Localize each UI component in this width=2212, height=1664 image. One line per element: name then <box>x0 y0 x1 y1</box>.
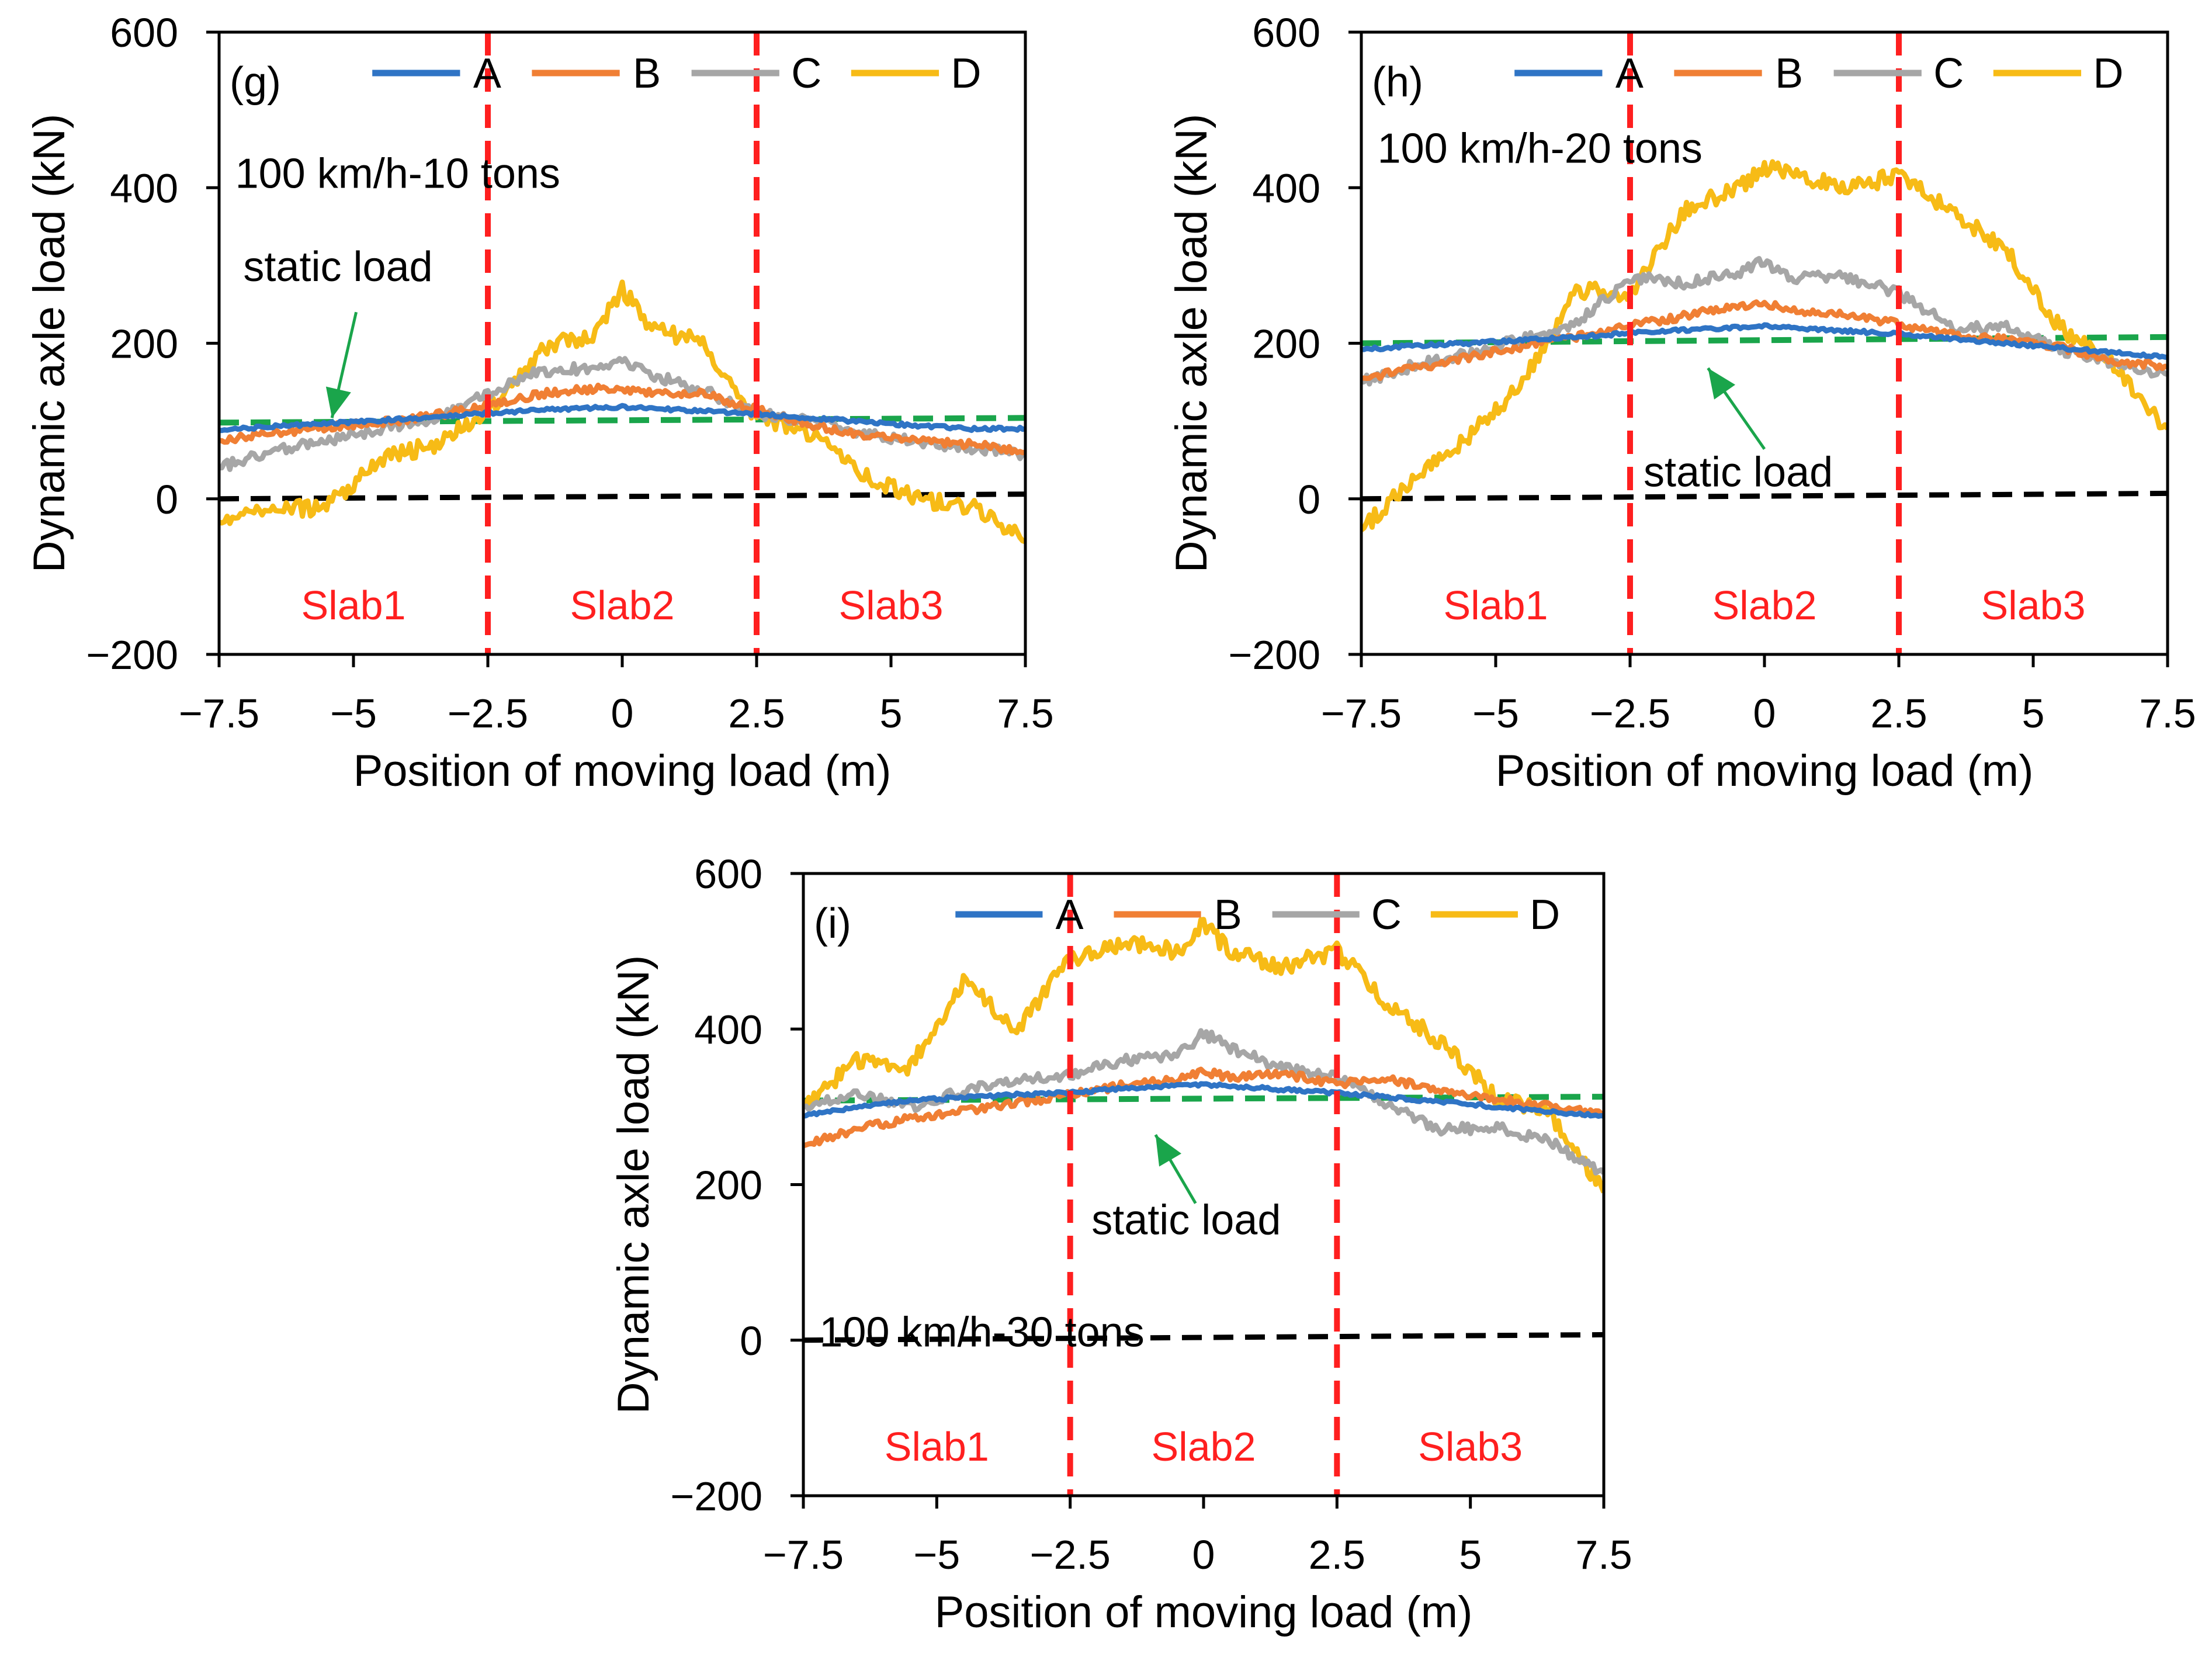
y-tick-label: 600 <box>694 851 762 897</box>
series-line-C <box>1361 256 2168 387</box>
zero-reference-line <box>219 491 1026 502</box>
y-axis-title: Dynamic axle load (kN) <box>609 955 658 1415</box>
y-tick-label: 0 <box>740 1318 762 1364</box>
slab-label-3: Slab3 <box>1418 1424 1523 1469</box>
y-tick-label: 200 <box>694 1163 762 1208</box>
series-line-B <box>219 382 1025 456</box>
legend-label-B: B <box>1214 892 1242 938</box>
static-load-arrowhead <box>325 386 351 418</box>
zero-reference-line <box>803 1332 1604 1343</box>
x-tick-label: 0 <box>1192 1532 1215 1578</box>
y-tick-label: 200 <box>1252 321 1320 367</box>
static-load-arrowhead <box>1708 368 1736 400</box>
slab-label-1: Slab1 <box>301 583 405 628</box>
x-axis-title: Position of moving load (m) <box>935 1587 1473 1637</box>
x-tick-label: −7.5 <box>763 1532 844 1578</box>
x-tick-label: 7.5 <box>2139 691 2196 736</box>
y-tick-label: 400 <box>110 165 178 211</box>
x-tick-label: −5 <box>913 1532 960 1578</box>
y-tick-label: 600 <box>1252 10 1320 56</box>
legend-label-A: A <box>1056 892 1084 938</box>
legend-label-D: D <box>1530 892 1560 938</box>
series-line-D <box>803 917 1604 1194</box>
series-line-B <box>803 1066 1604 1149</box>
x-tick-label: −2.5 <box>1590 691 1670 736</box>
x-tick-label: 7.5 <box>1575 1532 1632 1578</box>
y-tick-label: 200 <box>110 321 178 367</box>
static-load-label: static load <box>243 244 432 290</box>
series-line-C <box>219 356 1025 472</box>
legend-label-A: A <box>1615 50 1644 97</box>
x-tick-label: 2.5 <box>728 691 785 736</box>
condition-label: 100 km/h-30 tons <box>819 1309 1144 1356</box>
y-tick-label: 0 <box>1298 477 1320 522</box>
slab-label-3: Slab3 <box>838 583 943 628</box>
x-tick-label: −5 <box>1472 691 1519 736</box>
x-tick-label: −2.5 <box>1030 1532 1111 1578</box>
slab-label-2: Slab2 <box>570 583 674 628</box>
legend-label-B: B <box>1775 50 1803 97</box>
series-line-A <box>219 403 1025 434</box>
legend-label-D: D <box>2093 50 2124 97</box>
condition-label: 100 km/h-20 tons <box>1378 126 1703 172</box>
legend-label-B: B <box>633 50 661 97</box>
series-line-A <box>803 1081 1604 1119</box>
panel-h: −7.5 −5 −2.5 0 2.5 5 7.5 −200 0 200 400 600 Position… <box>1167 10 2196 796</box>
panel-label: (g) <box>230 59 281 106</box>
panel-label: (i) <box>814 900 851 947</box>
panel-g: −7.5 −5 −2.5 0 2.5 5 7.5 −200 0 200 400 600 Position… <box>25 10 1054 796</box>
x-tick-label: 5 <box>880 691 903 736</box>
slab-label-2: Slab2 <box>1151 1424 1256 1469</box>
x-tick-label: 5 <box>1459 1532 1482 1578</box>
legend-label-D: D <box>951 50 982 97</box>
y-tick-label: 400 <box>694 1007 762 1052</box>
slab-label-3: Slab3 <box>1981 583 2085 628</box>
x-tick-label: 7.5 <box>997 691 1053 736</box>
legend-label-A: A <box>473 50 501 97</box>
zero-reference-line <box>1361 490 2168 502</box>
static-load-arrowhead <box>1155 1135 1182 1167</box>
plot-frame <box>217 30 1027 656</box>
y-tick-label: −200 <box>86 632 178 678</box>
x-tick-label: −7.5 <box>1321 691 1402 736</box>
y-tick-label: −200 <box>1228 632 1320 678</box>
series-line-D <box>1361 159 2168 532</box>
condition-label: 100 km/h-10 tons <box>235 150 560 197</box>
plot-frame <box>802 872 1606 1497</box>
x-tick-label: 2.5 <box>1870 691 1927 736</box>
x-axis-title: Position of moving load (m) <box>353 746 892 796</box>
x-tick-label: 5 <box>2022 691 2045 736</box>
slab-label-2: Slab2 <box>1712 583 1816 628</box>
series-line-A <box>1361 322 2168 360</box>
panel-i: −7.5 −5 −2.5 0 2.5 5 7.5 −200 0 200 400 600 Position… <box>609 851 1632 1637</box>
y-tick-label: −200 <box>670 1474 762 1519</box>
y-axis-title: Dynamic axle load (kN) <box>1167 114 1216 573</box>
y-tick-label: 400 <box>1252 165 1320 211</box>
x-tick-label: −7.5 <box>179 691 259 736</box>
series-line-C <box>803 1028 1604 1176</box>
legend-label-C: C <box>791 50 821 97</box>
slab-label-1: Slab1 <box>885 1424 989 1469</box>
static-load-label: static load <box>1091 1197 1281 1244</box>
x-tick-label: 2.5 <box>1309 1532 1365 1578</box>
legend-label-C: C <box>1371 892 1402 938</box>
x-tick-label: −5 <box>330 691 377 736</box>
x-tick-label: 0 <box>1753 691 1776 736</box>
series-line-D <box>219 279 1025 545</box>
y-tick-label: 600 <box>110 10 178 56</box>
x-tick-label: −2.5 <box>448 691 528 736</box>
static-load-label: static load <box>1644 449 1833 495</box>
slab-label-1: Slab1 <box>1443 583 1548 628</box>
legend-label-C: C <box>1933 50 1964 97</box>
x-tick-label: 0 <box>611 691 634 736</box>
panel-label: (h) <box>1372 59 1423 106</box>
y-axis-title: Dynamic axle load (kN) <box>25 114 74 573</box>
series-line-B <box>1361 299 2168 382</box>
x-axis-title: Position of moving load (m) <box>1496 746 2034 796</box>
y-tick-label: 0 <box>155 477 178 522</box>
